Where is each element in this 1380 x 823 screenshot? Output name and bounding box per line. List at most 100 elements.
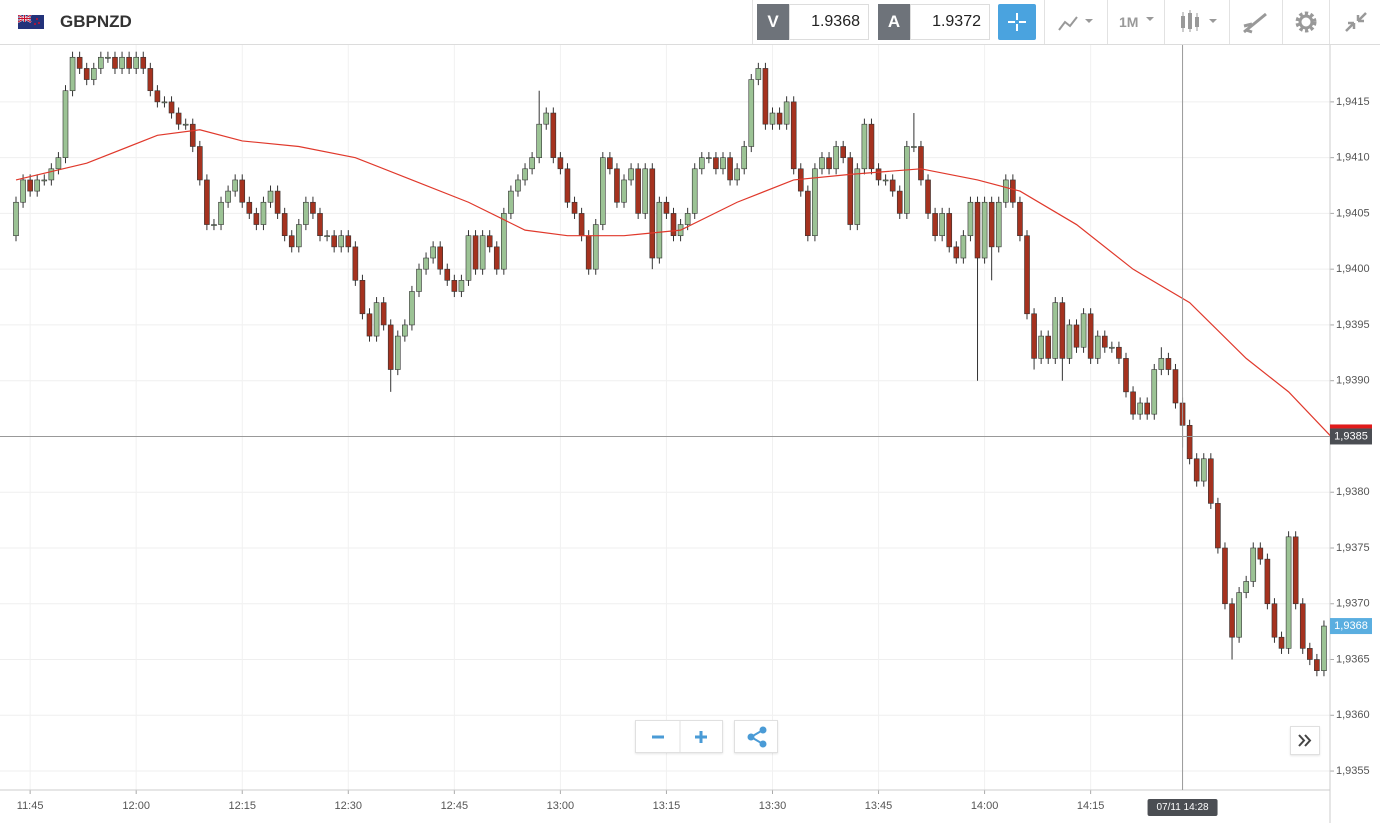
candle-body [642,168,649,214]
candle-body [1137,402,1143,415]
candle-body [479,235,486,270]
candle-body [564,168,571,203]
candle-body [790,101,797,170]
candle-body [960,235,967,259]
sell-label[interactable]: V [757,4,789,40]
candle-body [713,157,719,170]
toolbar: GBPNZD V 1.9368 A 1.9372 1M [0,0,1380,45]
candle-body [706,157,712,159]
candle-body [847,157,854,225]
candle-body [508,190,514,214]
candle-body [875,168,882,181]
share-button[interactable] [734,720,778,753]
candle-body [394,335,401,370]
gear-icon [1295,11,1317,33]
candle-body [1073,324,1080,348]
collapse-icon [1345,12,1367,32]
candle-body [1144,402,1150,415]
candle-body [458,280,465,292]
candle-body [55,157,62,170]
candle-body [840,146,846,158]
candle-body [974,201,981,259]
candle-body [1087,313,1094,359]
candle-body [727,157,733,181]
candle-body [126,56,132,69]
candle-body [239,179,246,203]
flag-icon [18,15,44,29]
share-icon [747,726,767,748]
candle-body [76,56,83,69]
collapse-button[interactable] [1329,0,1380,44]
candle-body [1257,547,1264,560]
divider [752,0,753,44]
candle-body [409,291,415,326]
candle-body [1045,335,1052,359]
candle-body [776,112,783,125]
candle-body [543,112,550,125]
candle-body [1307,648,1313,660]
y-tick-label: 1,9410 [1336,152,1370,164]
y-tick-label: 1,9405 [1336,207,1370,219]
candle-body [338,235,345,248]
candle-icon [1181,10,1217,32]
candle-body [607,157,613,170]
candle-body [105,56,111,59]
candle-body [995,201,1002,248]
candle-body [20,179,26,203]
candle-body [260,201,267,225]
candle-body [614,168,620,203]
candle-body [1165,358,1172,370]
scroll-right-button[interactable] [1290,726,1320,755]
symbol: GBPNZD [60,12,132,31]
candle-body [691,168,698,214]
candle-body [189,123,196,147]
candle-body [486,235,493,248]
sell-price[interactable]: 1.9368 [789,4,869,40]
draw-button[interactable] [1229,0,1282,44]
candle-body [281,213,288,237]
moving-average [15,129,1332,437]
x-tick-label: 14:15 [1077,800,1105,812]
y-tick-label: 1,9360 [1336,709,1370,721]
candle-body [1059,302,1066,359]
chart-type-button[interactable] [1044,0,1107,44]
candle-body [1285,536,1292,649]
candle-body [854,168,861,225]
line-icon [1058,16,1093,31]
y-tick-label: 1,9355 [1336,765,1370,777]
candle-body [762,68,769,125]
timeframe: 1M [1119,14,1139,30]
candle-body [826,157,832,170]
candle-body [1271,603,1278,638]
y-tick-label: 1,9395 [1336,319,1370,331]
candle-body [225,190,231,203]
candle-body [13,201,19,237]
crosshair-time-tag [1147,799,1218,816]
x-tick-label: 12:15 [228,800,256,812]
candle-body [925,179,931,214]
candle-body [1038,335,1044,359]
candle-body [1250,547,1257,582]
candle-body [472,235,479,270]
buy-label[interactable]: A [878,4,910,40]
crosshair-icon [1008,13,1026,31]
buy-price[interactable]: 1.9372 [910,4,990,40]
candle-body [1123,358,1129,393]
candle-type-button[interactable] [1164,0,1229,44]
candle-body [402,324,408,337]
candle-body [939,213,945,237]
settings-button[interactable] [1282,0,1329,44]
candle-body [734,168,740,181]
caret [1146,17,1154,21]
candle-body [635,168,641,214]
candle-body [529,157,535,170]
candle-body [904,146,910,214]
candle-body [805,190,811,237]
x-tick-label: 13:45 [865,800,893,812]
candle-body [274,190,281,214]
candle-body [218,201,224,225]
timeframe-button[interactable]: 1M [1107,0,1164,44]
crosshair-button[interactable] [998,4,1036,40]
candle-body [253,213,260,225]
x-tick-label: 14:00 [971,800,999,812]
